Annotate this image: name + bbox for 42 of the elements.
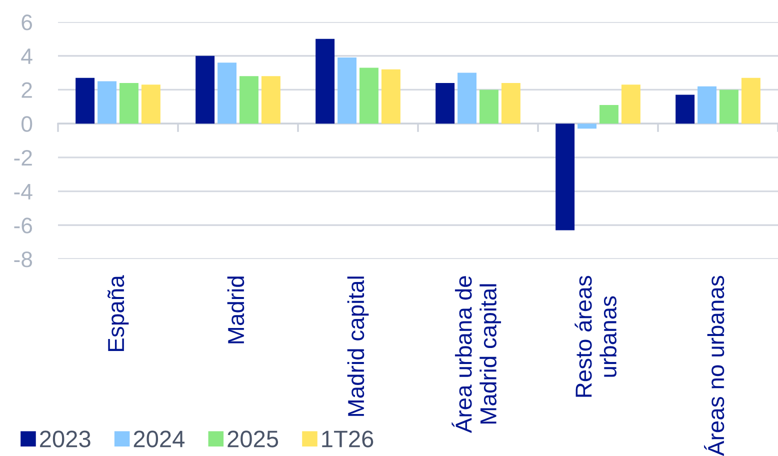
x-tick-label: Áreas no urbanas [704, 276, 724, 456]
bar [196, 56, 215, 124]
bar [621, 84, 640, 124]
x-tick-label: Resto áreas urbanas [574, 276, 616, 397]
y-tick-label: -2 [14, 150, 32, 166]
x-tick-label: Madrid [227, 276, 244, 344]
y-tick-label: 0 [22, 116, 32, 132]
y-tick-label: -8 [14, 252, 32, 268]
bar [578, 124, 596, 129]
x-tick-label: Madrid capital [347, 276, 369, 416]
bar [501, 82, 520, 124]
y-tick-label: 4 [21, 48, 32, 64]
legend-label: 2024 [134, 430, 185, 448]
bar [436, 82, 455, 124]
y-tick-label: 6 [22, 14, 32, 30]
bar [98, 81, 116, 124]
y-tick-label: 2 [22, 82, 32, 98]
legend-label: 1T26 [322, 430, 374, 448]
bar [720, 90, 738, 124]
bar [261, 76, 280, 124]
x-tick-label: España [107, 275, 129, 351]
bar [480, 90, 498, 124]
x-tick-label: Área urbana de Madrid capital [452, 276, 502, 434]
bar [240, 76, 258, 124]
bar [676, 94, 695, 124]
bar [76, 78, 95, 124]
bar [381, 69, 400, 124]
bar [120, 82, 138, 124]
bar [338, 58, 356, 124]
bar [698, 86, 716, 124]
y-tick-label: -4 [14, 184, 32, 200]
legend-label: 2025 [228, 430, 278, 448]
legend-label: 2023 [40, 430, 90, 448]
bar [556, 124, 575, 230]
bar [316, 38, 335, 124]
bar [600, 104, 618, 124]
bar [141, 84, 160, 124]
bar [458, 72, 476, 124]
bar [360, 68, 378, 124]
bar [741, 78, 760, 124]
y-tick-label: -6 [14, 218, 32, 234]
bar [218, 62, 236, 124]
